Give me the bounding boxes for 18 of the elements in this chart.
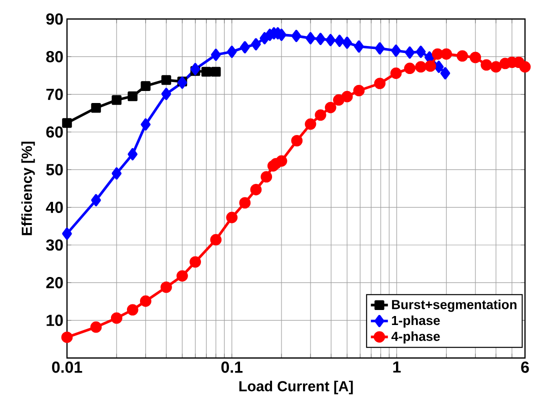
x-tick-label: 0.1 [221, 362, 243, 373]
legend-label: Burst+segmentation [392, 300, 516, 312]
x-tick-label: 6 [521, 362, 529, 373]
y-tick-label: 50 [46, 164, 63, 176]
x-axis-title: Load Current [A] [239, 380, 353, 394]
y-tick-label: 40 [46, 202, 63, 213]
x-tick-label: 0.01 [52, 362, 82, 373]
y-tick-label: 90 [46, 13, 63, 25]
y-axis-title: Efficiency [%] [21, 142, 35, 236]
y-tick-label: 10 [46, 314, 63, 326]
y-tick-label: 20 [46, 277, 63, 288]
x-tick-label: 1 [393, 362, 401, 373]
legend-label: 1-phase [392, 316, 440, 328]
y-tick-label: 70 [46, 88, 63, 100]
y-tick-label: 60 [46, 126, 63, 138]
legend-label: 4-phase [391, 331, 440, 344]
y-tick-label: 30 [46, 239, 63, 251]
y-tick-label: 80 [46, 51, 63, 62]
